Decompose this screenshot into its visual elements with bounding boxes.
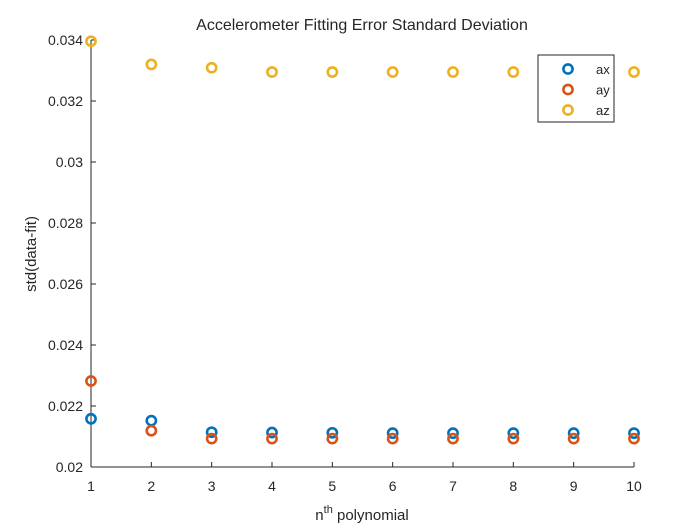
- data-point-ax: [85, 412, 97, 425]
- legend-label: ax: [596, 62, 610, 77]
- x-tick-label: 9: [570, 478, 578, 494]
- data-point-ay: [326, 432, 339, 445]
- data-point-az: [85, 35, 97, 48]
- data-point-az: [628, 66, 640, 78]
- data-point-az: [447, 66, 459, 78]
- y-tick-label: 0.034: [48, 32, 83, 48]
- axes: [90, 40, 634, 468]
- series-ax: [85, 412, 640, 440]
- series-ay: [85, 375, 640, 445]
- chart-title: Accelerometer Fitting Error Standard Dev…: [196, 17, 528, 34]
- data-point-ay: [205, 432, 218, 445]
- data-point-az: [326, 66, 339, 78]
- y-tick-label: 0.024: [48, 337, 83, 353]
- y-tick-label: 0.03: [56, 154, 83, 170]
- y-tick-label: 0.032: [48, 93, 83, 109]
- x-axis-label: nth polynomial: [315, 504, 408, 524]
- x-tick-label: 7: [449, 478, 457, 494]
- data-points: [85, 35, 640, 445]
- data-point-az: [386, 66, 399, 78]
- legend-entry-ax: ax: [562, 62, 610, 77]
- data-point-ax: [205, 426, 218, 439]
- y-tick-label: 0.028: [48, 215, 83, 231]
- data-point-ay: [85, 375, 97, 387]
- x-axis-label-superscript: th: [324, 504, 333, 516]
- data-point-ay: [145, 424, 158, 437]
- x-axis-label-base: n: [315, 507, 323, 524]
- data-point-ay: [447, 432, 459, 445]
- legend-marker: [562, 104, 574, 116]
- x-tick-label: 2: [147, 478, 155, 494]
- y-tick-label: 0.026: [48, 276, 83, 292]
- data-point-az: [266, 66, 278, 78]
- x-tick-label: 6: [389, 478, 397, 494]
- legend-marker: [562, 63, 574, 75]
- y-axis-ticks: 0.02 0.022 0.024 0.026 0.028 0.03 0.032 0.034: [48, 32, 96, 475]
- data-point-ax: [507, 427, 520, 440]
- legend-label: ay: [596, 83, 610, 98]
- legend-marker: [562, 83, 574, 96]
- data-point-ay: [628, 432, 640, 445]
- data-point-ax: [628, 427, 640, 440]
- data-point-ax: [266, 426, 278, 439]
- x-tick-label: 1: [87, 478, 95, 494]
- x-tick-label: 5: [328, 478, 336, 494]
- data-point-az: [205, 61, 218, 74]
- x-axis-label-rest: polynomial: [333, 507, 409, 524]
- x-tick-label: 10: [626, 478, 642, 494]
- x-tick-label: 4: [268, 478, 276, 494]
- data-point-ax: [326, 426, 339, 439]
- data-point-az: [507, 66, 520, 78]
- data-point-ax: [145, 414, 158, 427]
- y-axis-label: std(data-fit): [23, 216, 40, 292]
- data-point-ay: [266, 432, 278, 445]
- data-point-ay: [507, 432, 520, 445]
- data-point-ay: [386, 432, 399, 445]
- legend-box: [537, 54, 615, 123]
- data-point-ay: [567, 432, 580, 445]
- x-tick-label: 8: [509, 478, 517, 494]
- x-axis-ticks: 1 2 3 4 5 6 7 8 9 10: [87, 462, 642, 494]
- legend: ax ay az: [537, 54, 615, 123]
- data-point-ax: [567, 427, 580, 440]
- data-point-ax: [386, 427, 399, 440]
- x-tick-label: 3: [208, 478, 216, 494]
- legend-entry-az: az: [562, 103, 610, 118]
- y-tick-label: 0.022: [48, 398, 83, 414]
- legend-label: az: [596, 103, 610, 118]
- y-tick-label: 0.02: [56, 459, 83, 475]
- data-point-ax: [447, 427, 459, 440]
- data-point-az: [145, 58, 158, 71]
- legend-entry-ay: ay: [562, 83, 610, 98]
